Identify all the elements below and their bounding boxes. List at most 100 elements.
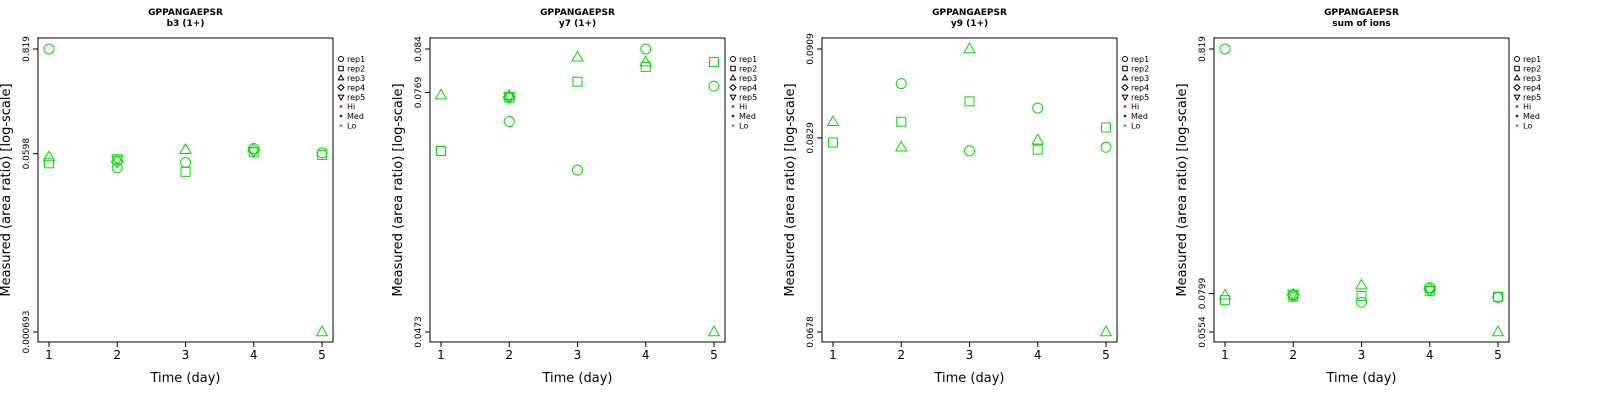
- legend-marker-rep4: [337, 83, 345, 92]
- data-point-rep3: [707, 325, 721, 337]
- legend-label-rep1: rep1: [1131, 55, 1149, 64]
- data-point-rep3: [1031, 133, 1045, 145]
- y-tick-label: 0.000693: [22, 311, 32, 354]
- data-point-rep1: [503, 116, 515, 128]
- data-point-rep1: [1100, 141, 1112, 153]
- x-tick-label: 5: [318, 348, 326, 362]
- data-point-rep1: [1356, 296, 1367, 308]
- x-tick-label: 5: [1102, 348, 1110, 362]
- legend-label-lo: Lo: [1523, 122, 1532, 131]
- y-tick-label: 0.0473: [414, 316, 424, 348]
- data-point-rep2: [572, 76, 583, 87]
- legend-marker-med: [339, 114, 343, 118]
- legend-label-rep4: rep4: [739, 84, 757, 93]
- legend-marker-rep2: [1122, 65, 1128, 72]
- y-tick-label: 0.084: [414, 36, 424, 62]
- chart-panel-1: GPPANGAEPSR b3 (1+) 0.819 0.0598 0.000693 Mea…: [0, 0, 392, 400]
- x-tick-label: 5: [1494, 348, 1502, 362]
- legend-label-lo: Lo: [347, 122, 356, 131]
- legend-label-med: Med: [1523, 112, 1540, 121]
- x-axis-label: Time (day): [1325, 371, 1396, 386]
- data-point-rep2: [1356, 291, 1367, 302]
- legend-marker-lo: [1123, 124, 1127, 127]
- legend-marker-med: [1123, 114, 1127, 118]
- legend-label-hi: Hi: [347, 103, 355, 112]
- data-point-rep5: [1286, 289, 1300, 301]
- legend-marker-lo: [339, 124, 343, 127]
- data-point-rep1: [1032, 102, 1044, 114]
- y-tick-label: 0.0909: [806, 33, 816, 65]
- y-axis-label: Measured (area ratio) [log-scale]: [784, 83, 798, 296]
- legend-marker-rep4: [1513, 83, 1521, 92]
- data-point-rep5: [502, 92, 516, 104]
- chart-subtitle: b3 (1+): [167, 19, 205, 29]
- data-point-rep3: [826, 115, 840, 127]
- x-tick-label: 2: [1289, 348, 1297, 362]
- data-point-rep1: [964, 145, 975, 157]
- legend-marker-rep3: [337, 74, 345, 81]
- chart-panel-2: GPPANGAEPSR y7 (1+) 0.084 0.0769 0.0473 Measu…: [392, 0, 784, 400]
- legend-label-lo: Lo: [1131, 122, 1140, 131]
- data-point-rep3: [1099, 325, 1113, 337]
- legend-marker-rep1: [338, 56, 344, 62]
- data-point-rep2: [44, 158, 54, 169]
- plot-frame: [37, 37, 334, 343]
- data-point-rep5: [1423, 285, 1437, 297]
- plot-frame: [429, 37, 726, 343]
- legend-marker-rep4: [1121, 83, 1129, 92]
- data-point-rep1: [895, 78, 907, 90]
- legend-marker-lo: [731, 124, 735, 127]
- legend-marker-rep2: [1514, 65, 1520, 72]
- legend-label-rep5: rep5: [1131, 93, 1149, 102]
- data-point-rep1: [180, 156, 191, 168]
- data-point-rep2: [1493, 291, 1503, 302]
- data-point-rep3: [434, 88, 448, 100]
- data-point-rep2: [317, 149, 327, 160]
- data-point-rep2: [112, 154, 123, 165]
- legend-label-hi: Hi: [739, 103, 747, 112]
- y-tick-label: 0.0678: [806, 316, 816, 348]
- legend-marker-rep5: [729, 94, 737, 101]
- legend-label-rep4: rep4: [1523, 84, 1541, 93]
- legend-label-rep5: rep5: [739, 93, 757, 102]
- legend-marker-rep5: [1513, 94, 1521, 101]
- legend-marker-rep3: [1513, 74, 1521, 81]
- legend-label-med: Med: [739, 112, 756, 121]
- x-tick-label: 2: [897, 348, 905, 362]
- data-point-rep1: [111, 162, 123, 174]
- data-point-rep3: [1355, 278, 1368, 290]
- legend-marker-rep1: [730, 56, 736, 62]
- legend-marker-rep2: [730, 65, 736, 72]
- chart-title: GPPANGAEPSR: [1324, 8, 1399, 18]
- legend-marker-hi: [339, 105, 343, 108]
- x-axis-label: Time (day): [933, 371, 1004, 386]
- legend-label-rep1: rep1: [347, 55, 365, 64]
- data-point-rep2: [964, 96, 975, 107]
- x-axis-label: Time (day): [541, 371, 612, 386]
- data-point-rep3: [894, 140, 908, 152]
- data-point-rep5: [247, 147, 261, 159]
- y-tick-label: 0.0799: [1198, 278, 1208, 310]
- x-tick-label: 5: [710, 348, 718, 362]
- legend-marker-med: [1515, 114, 1519, 118]
- y-tick-label: 0.0769: [414, 77, 424, 109]
- x-tick-label: 1: [437, 348, 445, 362]
- data-point-rep3: [571, 50, 584, 62]
- legend-label-med: Med: [1131, 112, 1148, 121]
- legend-marker-rep5: [1121, 94, 1129, 101]
- x-tick-label: 2: [505, 348, 513, 362]
- y-tick-label: 0.819: [1198, 36, 1208, 62]
- legend-marker-lo: [1515, 124, 1519, 127]
- legend-marker-hi: [1515, 105, 1519, 108]
- chart-subtitle: y7 (1+): [559, 19, 596, 29]
- y-tick-label: 0.819: [22, 36, 32, 62]
- data-point-rep2: [640, 61, 651, 72]
- x-tick-label: 1: [1221, 348, 1229, 362]
- chart-subtitle: sum of ions: [1332, 19, 1391, 29]
- legend-label-rep2: rep2: [1523, 65, 1541, 74]
- legend-label-rep4: rep4: [347, 84, 365, 93]
- chart-subtitle: y9 (1+): [951, 19, 988, 29]
